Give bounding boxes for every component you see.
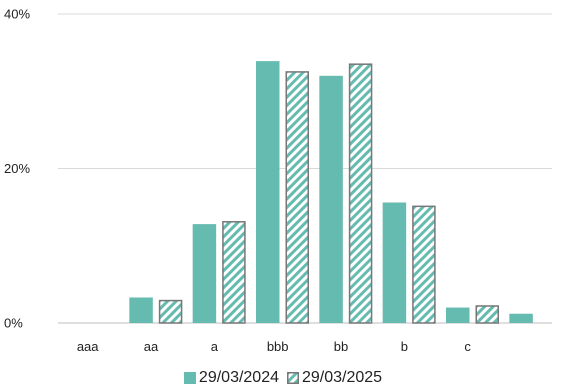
x-tick-label: b — [401, 339, 408, 354]
bar-series-2 — [412, 205, 436, 324]
legend: 29/03/2024 29/03/2025 — [0, 367, 566, 389]
legend-label-series-2: 29/03/2025 — [302, 369, 383, 386]
bar-series-2 — [285, 71, 309, 324]
legend-label-series-1: 29/03/2024 — [198, 369, 279, 386]
x-tick-label: bb — [334, 339, 348, 354]
bar-series-2 — [158, 299, 183, 324]
x-tick-label: bbb — [267, 339, 289, 354]
bar-series-1 — [129, 297, 153, 323]
x-tick-label: aaa — [77, 339, 99, 354]
bar-series-1 — [256, 61, 280, 324]
y-tick-label: 0% — [4, 316, 23, 331]
y-tick-label: 40% — [4, 7, 30, 22]
bar-series-1 — [319, 75, 343, 323]
legend-item-series-1: 29/03/2024 — [183, 369, 279, 387]
bar-series-2 — [222, 221, 246, 324]
legend-item-series-2: 29/03/2025 — [287, 369, 382, 387]
bar-series-1 — [382, 202, 407, 323]
x-tick-label: aa — [144, 339, 159, 354]
bar-series-2 — [475, 305, 499, 324]
bar-series-1 — [509, 313, 533, 323]
x-tick-label: a — [211, 339, 219, 354]
legend-swatch-solid — [183, 372, 196, 384]
legend-swatch-hatched — [287, 372, 299, 384]
x-tick-label: c — [464, 339, 471, 354]
bar-series-1 — [192, 224, 217, 323]
bar-series-1 — [446, 307, 470, 323]
y-tick-label: 20% — [4, 161, 30, 176]
bar-series-2 — [348, 63, 373, 324]
